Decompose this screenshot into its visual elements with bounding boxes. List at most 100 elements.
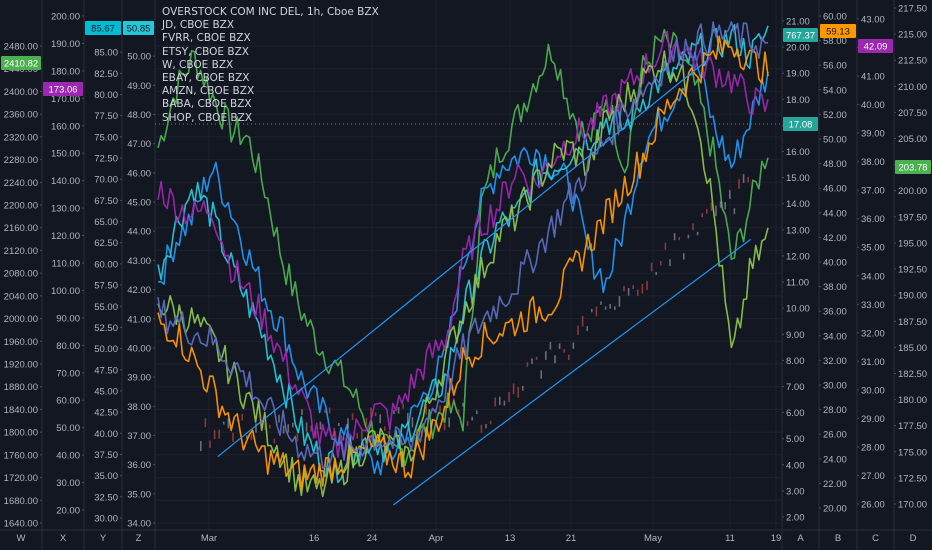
y-tick-label: 18.00: [786, 95, 810, 106]
candle: [581, 315, 584, 327]
y-tick-label: 187.50: [898, 317, 927, 328]
y-tick-label: 110.00: [52, 259, 80, 270]
x-tick-label: 19: [771, 533, 782, 544]
candle: [696, 231, 699, 236]
price-badge: [820, 24, 856, 38]
legend-item-jd: JD, CBOE BZX: [162, 19, 235, 32]
candle: [255, 423, 257, 433]
candle: [287, 424, 289, 433]
price-badge-label: 173.06: [48, 85, 77, 96]
y-tick-label: 46.00: [127, 168, 151, 179]
y-tick-label: 30.00: [94, 514, 118, 525]
y-tick-label: 52.00: [823, 110, 847, 121]
candle: [471, 416, 473, 421]
candle: [618, 296, 621, 307]
y-tick-label: 40.00: [127, 343, 151, 354]
y-tick-label: 1880.00: [4, 382, 38, 393]
x-tick-label: 21: [566, 533, 577, 544]
y-tick-label: 85.00: [94, 48, 118, 59]
y-tick-label: 160.00: [51, 121, 80, 132]
candle: [489, 420, 492, 425]
candle: [591, 308, 593, 313]
candle: [660, 261, 662, 266]
y-tick-label: 172.50: [898, 473, 927, 484]
candle: [545, 351, 547, 360]
candle: [269, 424, 271, 429]
candle: [310, 425, 312, 432]
candle: [485, 424, 487, 429]
axis-id-label: D: [910, 533, 917, 544]
candle: [443, 423, 446, 431]
y-tick-label: 39.00: [861, 129, 885, 140]
y-tick-label: 43.00: [127, 256, 151, 267]
candle: [512, 383, 515, 395]
y-tick-label: 1800.00: [4, 428, 38, 439]
candle: [430, 422, 432, 429]
y-tick-label: 48.00: [127, 110, 151, 121]
y-tick-label: 39.00: [127, 373, 151, 384]
candle: [420, 430, 423, 438]
candle: [402, 403, 404, 409]
y-tick-label: 20.00: [786, 43, 810, 54]
candle: [614, 306, 616, 310]
y-tick-label: 36.00: [861, 214, 885, 225]
y-tick-label: 8.00: [786, 356, 805, 367]
candle: [223, 421, 225, 425]
y-tick-label: 31.00: [861, 357, 885, 368]
price-badge-label: 59.13: [826, 27, 850, 38]
y-tick-label: 1720.00: [4, 473, 38, 484]
y-tick-label: 1640.00: [4, 519, 38, 530]
legend-item-fvrr: FVRR, CBOE BZX: [162, 32, 251, 45]
y-tick-label: 19.00: [786, 69, 810, 80]
candle: [457, 409, 460, 415]
axis-id-label: W: [17, 533, 26, 544]
candle: [522, 385, 524, 391]
y-tick-label: 60.00: [823, 12, 847, 23]
candle: [241, 413, 243, 421]
candle: [517, 387, 519, 398]
candle: [531, 358, 533, 364]
y-tick-label: 42.00: [823, 233, 847, 244]
y-tick-label: 33.00: [861, 300, 885, 311]
y-tick-label: 215.00: [898, 30, 927, 41]
candle: [554, 355, 556, 364]
trendline: [217, 60, 708, 458]
y-tick-label: 2200.00: [4, 201, 38, 212]
candle: [742, 174, 745, 183]
candle: [655, 271, 657, 276]
price-badge: [123, 21, 154, 35]
candle: [503, 400, 506, 406]
candle: [246, 435, 248, 439]
y-tick-label: 35.00: [127, 489, 151, 500]
legend-title: OVERSTOCK COM INC DEL, 1h, Cboe BZX: [162, 6, 379, 18]
candle: [476, 410, 478, 415]
y-tick-label: 32.00: [823, 356, 847, 367]
candle: [305, 422, 308, 432]
y-tick-label: 40.00: [94, 429, 118, 440]
y-tick-label: 15.00: [786, 173, 810, 184]
y-tick-label: 34.00: [823, 331, 847, 342]
candle: [710, 202, 713, 211]
y-tick-label: 36.00: [127, 460, 151, 471]
candle: [678, 237, 680, 241]
candle: [213, 430, 216, 440]
candle: [333, 427, 335, 438]
y-tick-label: 28.00: [861, 442, 885, 453]
y-tick-label: 9.00: [786, 330, 805, 341]
x-tick-label: 24: [367, 533, 378, 544]
y-tick-label: 26.00: [823, 430, 847, 441]
y-tick-label: 175.00: [898, 447, 927, 458]
y-tick-label: 75.00: [94, 132, 118, 143]
candle: [218, 429, 220, 439]
y-tick-label: 26.00: [861, 500, 885, 511]
price-badge-label: 42.09: [864, 42, 888, 53]
candle: [600, 301, 602, 305]
candle: [425, 404, 427, 415]
y-tick-label: 120.00: [51, 231, 80, 242]
y-tick-label: 3.00: [786, 486, 805, 497]
y-tick-label: 72.50: [94, 154, 118, 165]
candle: [738, 178, 740, 189]
series-line: [157, 30, 769, 459]
candle: [393, 410, 395, 415]
